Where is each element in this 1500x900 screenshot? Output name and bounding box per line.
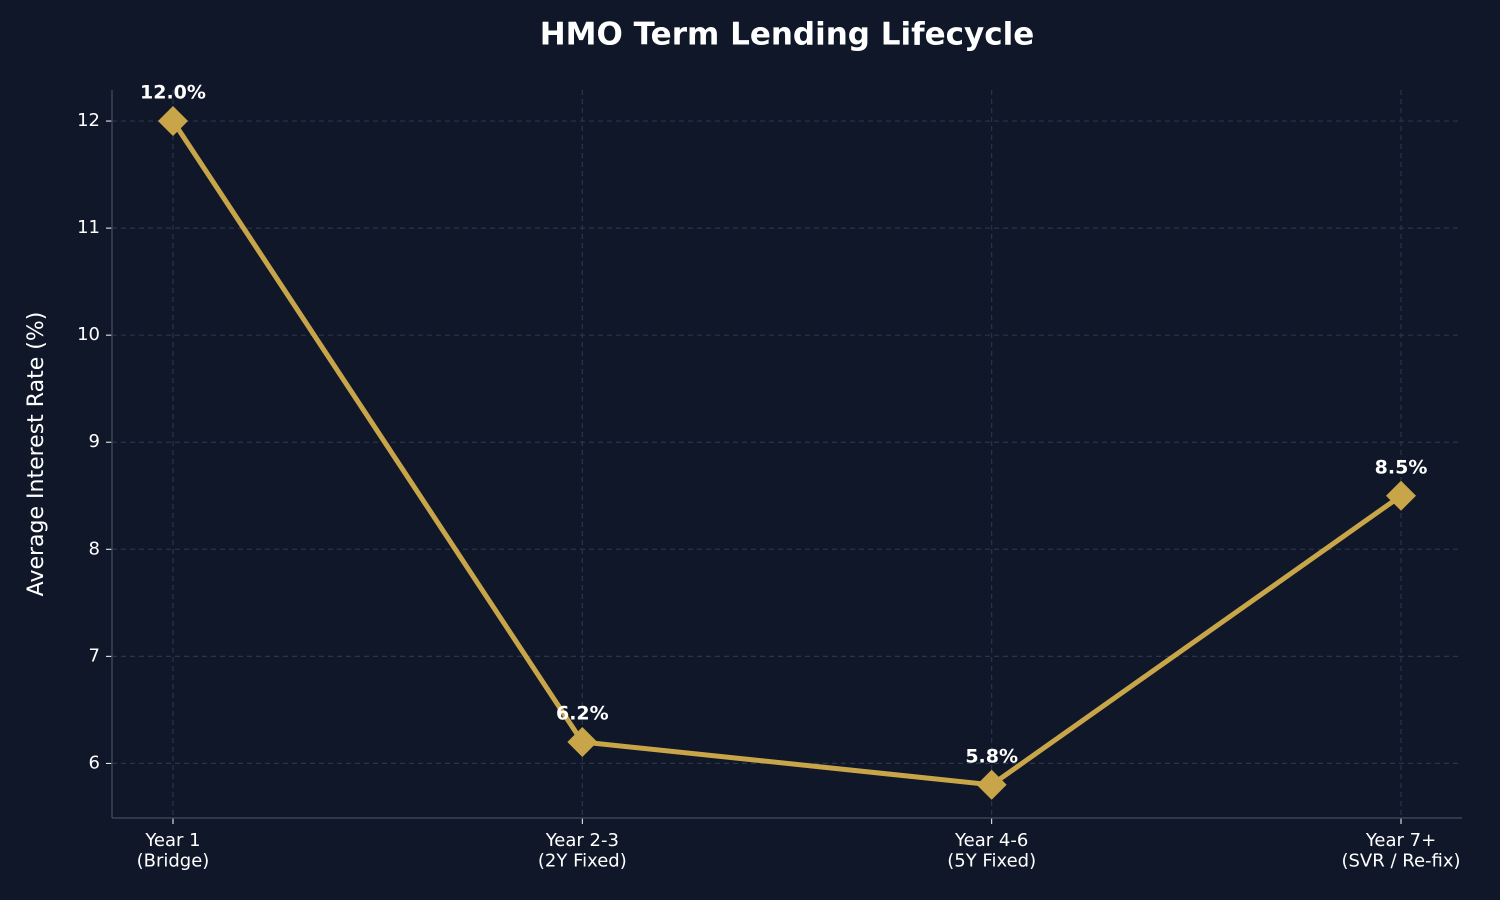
y-tick-label: 8 bbox=[89, 538, 100, 559]
y-axis-label: Average Interest Rate (%) bbox=[24, 312, 49, 597]
x-tick-label: Year 1 (Bridge) bbox=[137, 830, 210, 872]
line bbox=[170, 119, 1403, 788]
value-label: 5.8% bbox=[965, 745, 1018, 767]
y-tick-label: 6 bbox=[89, 752, 100, 773]
value-label: 6.2% bbox=[556, 702, 609, 724]
y-tick-label: 12 bbox=[77, 110, 100, 131]
x-tick-label: Year 2-3 (2Y Fixed) bbox=[538, 830, 627, 872]
chart-title: HMO Term Lending Lifecycle bbox=[540, 17, 1035, 53]
marker bbox=[567, 726, 598, 757]
value-label: 12.0% bbox=[140, 82, 206, 104]
y-tick-label: 9 bbox=[89, 431, 100, 452]
y-tick-label: 10 bbox=[77, 324, 100, 345]
x-tick-label: Year 7+ (SVR / Re-fix) bbox=[1341, 830, 1460, 872]
marker bbox=[1386, 480, 1417, 511]
marker bbox=[157, 106, 188, 137]
y-tick-label: 7 bbox=[89, 645, 100, 666]
value-label: 8.5% bbox=[1375, 456, 1428, 478]
y-tick-label: 11 bbox=[77, 217, 100, 238]
x-tick-label: Year 4-6 (5Y Fixed) bbox=[947, 830, 1036, 872]
marker bbox=[976, 769, 1007, 800]
